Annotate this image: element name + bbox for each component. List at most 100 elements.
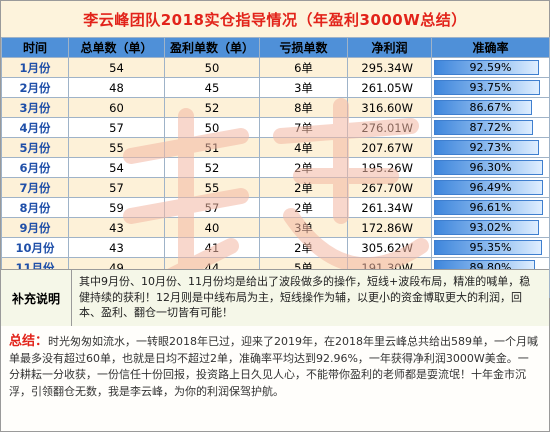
title-bar: 李云峰团队2018实仓指导情况（年盈利3000W总结）: [1, 1, 549, 38]
cell-accuracy: 95.35%: [431, 237, 550, 258]
accuracy-value: 92.59%: [469, 61, 512, 74]
cell-accuracy: 92.59%: [431, 57, 550, 78]
table-row: 1月份 54 50 6单 295.34W 92.59%: [1, 57, 550, 78]
cell-losing-orders: 2单: [259, 177, 348, 198]
cell-net-profit: 261.34W: [347, 197, 432, 218]
cell-month: 7月份: [1, 177, 69, 198]
accuracy-bar: [434, 220, 540, 235]
cell-losing-orders: 7单: [259, 117, 348, 138]
cell-losing-orders: 8单: [259, 97, 348, 118]
header-total-orders: 总单数（单）: [68, 37, 165, 58]
header-net-profit: 净利润: [347, 37, 432, 58]
table-row: 3月份 60 52 8单 316.60W 86.67%: [1, 97, 550, 118]
accuracy-value: 92.73%: [469, 141, 512, 154]
cell-winning-orders: 51: [164, 137, 260, 158]
summary-section: 总结：时光匆匆如流水，一转眼2018年已过，迎来了2019年，在2018年里云峰…: [1, 326, 549, 431]
accuracy-bar: [434, 160, 543, 175]
summary-label: 总结：: [9, 334, 49, 349]
cell-winning-orders: 41: [164, 237, 260, 258]
cell-losing-orders: 3单: [259, 217, 348, 238]
cell-net-profit: 261.05W: [347, 77, 432, 98]
accuracy-bar: [434, 140, 539, 155]
cell-winning-orders: 57: [164, 197, 260, 218]
table-row: 2月份 48 45 3单 261.05W 93.75%: [1, 77, 550, 98]
cell-net-profit: 267.70W: [347, 177, 432, 198]
cell-losing-orders: 3单: [259, 77, 348, 98]
cell-accuracy: 86.67%: [431, 97, 550, 118]
accuracy-bar: [434, 120, 534, 135]
cell-total-orders: 54: [68, 157, 165, 178]
cell-month: 6月份: [1, 157, 69, 178]
summary-text: 时光匆匆如流水，一转眼2018年已过，迎来了2019年，在2018年里云峰总共给…: [9, 335, 538, 398]
cell-net-profit: 305.62W: [347, 237, 432, 258]
cell-winning-orders: 52: [164, 97, 260, 118]
accuracy-bar: [434, 200, 544, 215]
cell-accuracy: 96.49%: [431, 177, 550, 198]
cell-total-orders: 48: [68, 77, 165, 98]
summary-block: 总结：时光匆匆如流水，一转眼2018年已过，迎来了2019年，在2018年里云峰…: [9, 334, 539, 400]
table-row: 4月份 57 50 7单 276.01W 87.72%: [1, 117, 550, 138]
accuracy-bar: [434, 80, 540, 95]
cell-total-orders: 55: [68, 137, 165, 158]
table-row: 8月份 59 57 2单 261.34W 96.61%: [1, 197, 550, 218]
monthly-results-table: 时间 总单数（单） 盈利单数（单） 亏损单数 净利润 准确率 1月份 54 50 6单…: [1, 37, 550, 298]
header-time: 时间: [1, 37, 69, 58]
accuracy-value: 95.35%: [469, 241, 512, 254]
cell-total-orders: 43: [68, 237, 165, 258]
cell-winning-orders: 50: [164, 117, 260, 138]
cell-net-profit: 276.01W: [347, 117, 432, 138]
cell-net-profit: 207.67W: [347, 137, 432, 158]
cell-total-orders: 54: [68, 57, 165, 78]
header-accuracy: 准确率: [431, 37, 550, 58]
accuracy-bar: [434, 180, 544, 195]
cell-total-orders: 59: [68, 197, 165, 218]
accuracy-value: 96.61%: [469, 201, 512, 214]
cell-accuracy: 96.30%: [431, 157, 550, 178]
cell-net-profit: 195.26W: [347, 157, 432, 178]
cell-accuracy: 87.72%: [431, 117, 550, 138]
table-row: 5月份 55 51 4单 207.67W 92.73%: [1, 137, 550, 158]
accuracy-value: 96.30%: [469, 161, 512, 174]
cell-winning-orders: 52: [164, 157, 260, 178]
table-row: 6月份 54 52 2单 195.26W 96.30%: [1, 157, 550, 178]
cell-losing-orders: 2单: [259, 237, 348, 258]
cell-losing-orders: 2单: [259, 157, 348, 178]
cell-accuracy: 92.73%: [431, 137, 550, 158]
cell-month: 10月份: [1, 237, 69, 258]
cell-losing-orders: 2单: [259, 197, 348, 218]
page-title: 李云峰团队2018实仓指导情况（年盈利3000W总结）: [83, 10, 467, 29]
cell-losing-orders: 6单: [259, 57, 348, 78]
cell-total-orders: 60: [68, 97, 165, 118]
header-winning-orders: 盈利单数（单）: [164, 37, 260, 58]
supplement-label: 补充说明: [1, 270, 72, 326]
cell-winning-orders: 55: [164, 177, 260, 198]
accuracy-bar: [434, 60, 539, 75]
accuracy-value: 87.72%: [469, 121, 512, 134]
supplement-text: 其中9月份、10月份、11月份均是给出了波段做多的操作，短线+波段布局，精准的喊…: [79, 275, 531, 319]
table-row: 10月份 43 41 2单 305.62W 95.35%: [1, 237, 550, 258]
cell-net-profit: 172.86W: [347, 217, 432, 238]
table-body: 1月份 54 50 6单 295.34W 92.59% 2月份 48 45 3单 261.05W 93…: [1, 57, 550, 298]
cell-total-orders: 43: [68, 217, 165, 238]
table-row: 7月份 57 55 2单 267.70W 96.49%: [1, 177, 550, 198]
table-header-row: 时间 总单数（单） 盈利单数（单） 亏损单数 净利润 准确率: [1, 37, 550, 58]
cell-winning-orders: 50: [164, 57, 260, 78]
table-row: 9月份 43 40 3单 172.86W 93.02%: [1, 217, 550, 238]
cell-winning-orders: 40: [164, 217, 260, 238]
accuracy-bar: [434, 240, 542, 255]
cell-month: 9月份: [1, 217, 69, 238]
cell-month: 4月份: [1, 117, 69, 138]
cell-net-profit: 316.60W: [347, 97, 432, 118]
accuracy-value: 93.02%: [469, 221, 512, 234]
accuracy-bar: [434, 100, 532, 115]
cell-month: 8月份: [1, 197, 69, 218]
cell-total-orders: 57: [68, 177, 165, 198]
cell-net-profit: 295.34W: [347, 57, 432, 78]
accuracy-value: 96.49%: [469, 181, 512, 194]
cell-month: 3月份: [1, 97, 69, 118]
cell-month: 2月份: [1, 77, 69, 98]
accuracy-value: 86.67%: [469, 101, 512, 114]
cell-accuracy: 93.02%: [431, 217, 550, 238]
accuracy-value: 93.75%: [469, 81, 512, 94]
